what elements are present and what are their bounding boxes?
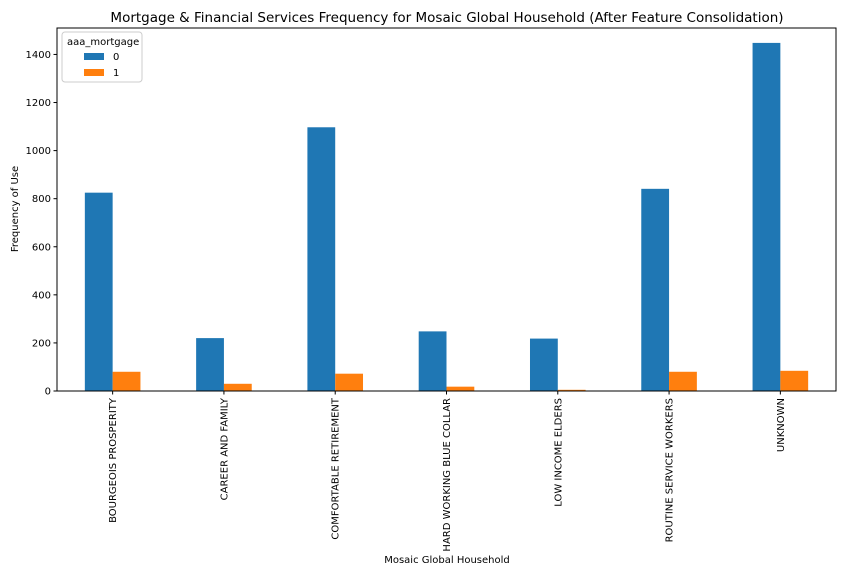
y-tick-label-7: 1400 (26, 50, 51, 61)
y-axis-label: Frequency of Use (10, 166, 21, 252)
bar-series-0-5 (641, 188, 670, 391)
x-tick-label-4: LOW INCOME ELDERS (553, 398, 564, 507)
y-tick-label-3: 600 (32, 242, 51, 253)
legend-title: aaa_mortgage (67, 37, 139, 48)
legend-swatch-1 (84, 69, 104, 76)
bar-series-0-6 (752, 42, 781, 392)
legend-label-0: 0 (113, 52, 119, 63)
bar-series-0-1 (196, 338, 224, 391)
y-tick-label-1: 200 (32, 338, 51, 349)
chart-title: Mortgage & Financial Services Frequency … (110, 10, 783, 26)
x-axis-label: Mosaic Global Household (384, 555, 510, 566)
x-tick-label-1: CAREER AND FAMILY (219, 397, 230, 500)
y-tick-label-2: 400 (32, 290, 51, 301)
x-tick-label-2: COMFORTABLE RETIREMENT (331, 397, 342, 539)
legend-swatch-0 (84, 53, 104, 60)
bar-series-1-5 (669, 371, 697, 391)
bar-series-1-1 (223, 383, 252, 391)
y-tick-label-5: 1000 (26, 146, 51, 157)
bar-series-1-2 (335, 373, 364, 391)
x-tick-label-6: UNKNOWN (776, 398, 787, 452)
legend-label-1: 1 (113, 68, 119, 79)
bar-series-0-3 (418, 331, 447, 391)
bar-series-1-4 (557, 389, 586, 391)
bar-series-1-0 (112, 371, 141, 391)
x-axis: BOURGEOIS PROSPERITY CAREER AND FAMILY COM… (108, 391, 787, 552)
bars-group (84, 42, 809, 392)
y-tick-label-0: 0 (45, 387, 51, 398)
legend-items: 01 (84, 52, 119, 79)
bar-series-0-2 (307, 127, 336, 391)
y-axis: 0 200 400 600 800 1000 1200 1400 (26, 50, 57, 398)
bar-series-0-4 (529, 338, 558, 391)
x-tick-label-3: HARD WORKING BLUE COLLAR (442, 398, 453, 552)
y-tick-label-4: 800 (32, 194, 51, 205)
x-tick-label-5: ROUTINE SERVICE WORKERS (665, 398, 676, 542)
bar-series-1-6 (780, 370, 809, 391)
bar-series-1-3 (446, 386, 475, 391)
bar-series-0-0 (84, 192, 113, 391)
legend: aaa_mortgage 01 (61, 31, 143, 83)
x-tick-label-0: BOURGEOIS PROSPERITY (108, 397, 119, 523)
y-tick-label-6: 1200 (26, 98, 51, 109)
